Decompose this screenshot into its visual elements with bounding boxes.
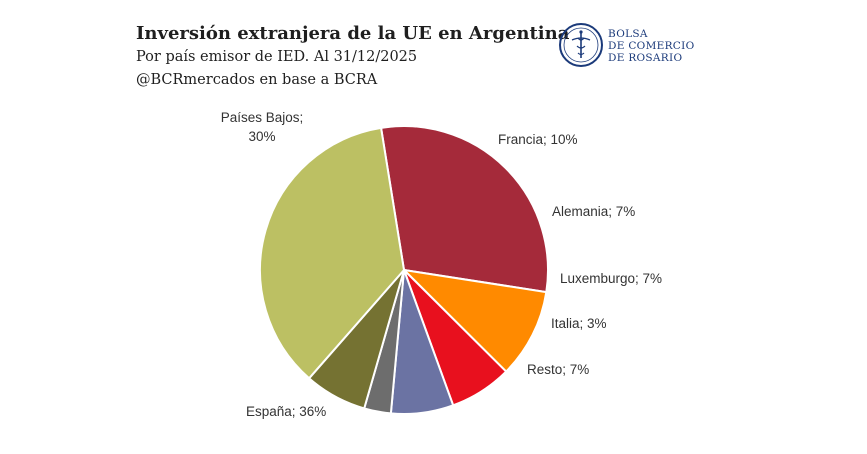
pie-label-países-bajos: Países Bajos; 30% — [221, 110, 304, 144]
pie-label-italia: Italia; 3% — [551, 316, 607, 331]
chart-subtitle: Por país emisor de IED. Al 31/12/2025 — [136, 49, 418, 65]
logo-line-1: BOLSA — [608, 28, 648, 40]
chart-title: Inversión extranjera de la UE en Argenti… — [136, 23, 570, 44]
logo-line-3: DE ROSARIO — [608, 52, 683, 64]
bcr-logo: BOLSA DE COMERCIO DE ROSARIO — [558, 22, 708, 68]
pie-label-alemania: Alemania; 7% — [552, 204, 635, 219]
pie-label-francia: Francia; 10% — [498, 132, 578, 147]
pie-slice-francia — [401, 268, 548, 373]
pie-slice-países-bajos — [379, 125, 549, 294]
chart-header: Inversión extranjera de la UE en Argenti… — [136, 22, 569, 92]
pie-labels: Países Bajos; 30% Francia; 10% Alemania; 7%… — [221, 110, 662, 419]
logo-line-2: DE COMERCIO — [608, 40, 695, 52]
pie-label-luxemburgo: Luxemburgo; 7% — [560, 271, 662, 286]
pie-slices — [259, 125, 549, 415]
pie-label-españa: España; 36% — [246, 404, 326, 419]
pie-label-resto: Resto; 7% — [527, 362, 589, 377]
logo-text: BOLSA DE COMERCIO DE ROSARIO — [608, 28, 694, 64]
bcr-emblem-icon — [559, 23, 603, 67]
pie-slice-españa — [259, 126, 406, 380]
chart-source: @BCRmercados en base a BCRA — [136, 72, 378, 88]
